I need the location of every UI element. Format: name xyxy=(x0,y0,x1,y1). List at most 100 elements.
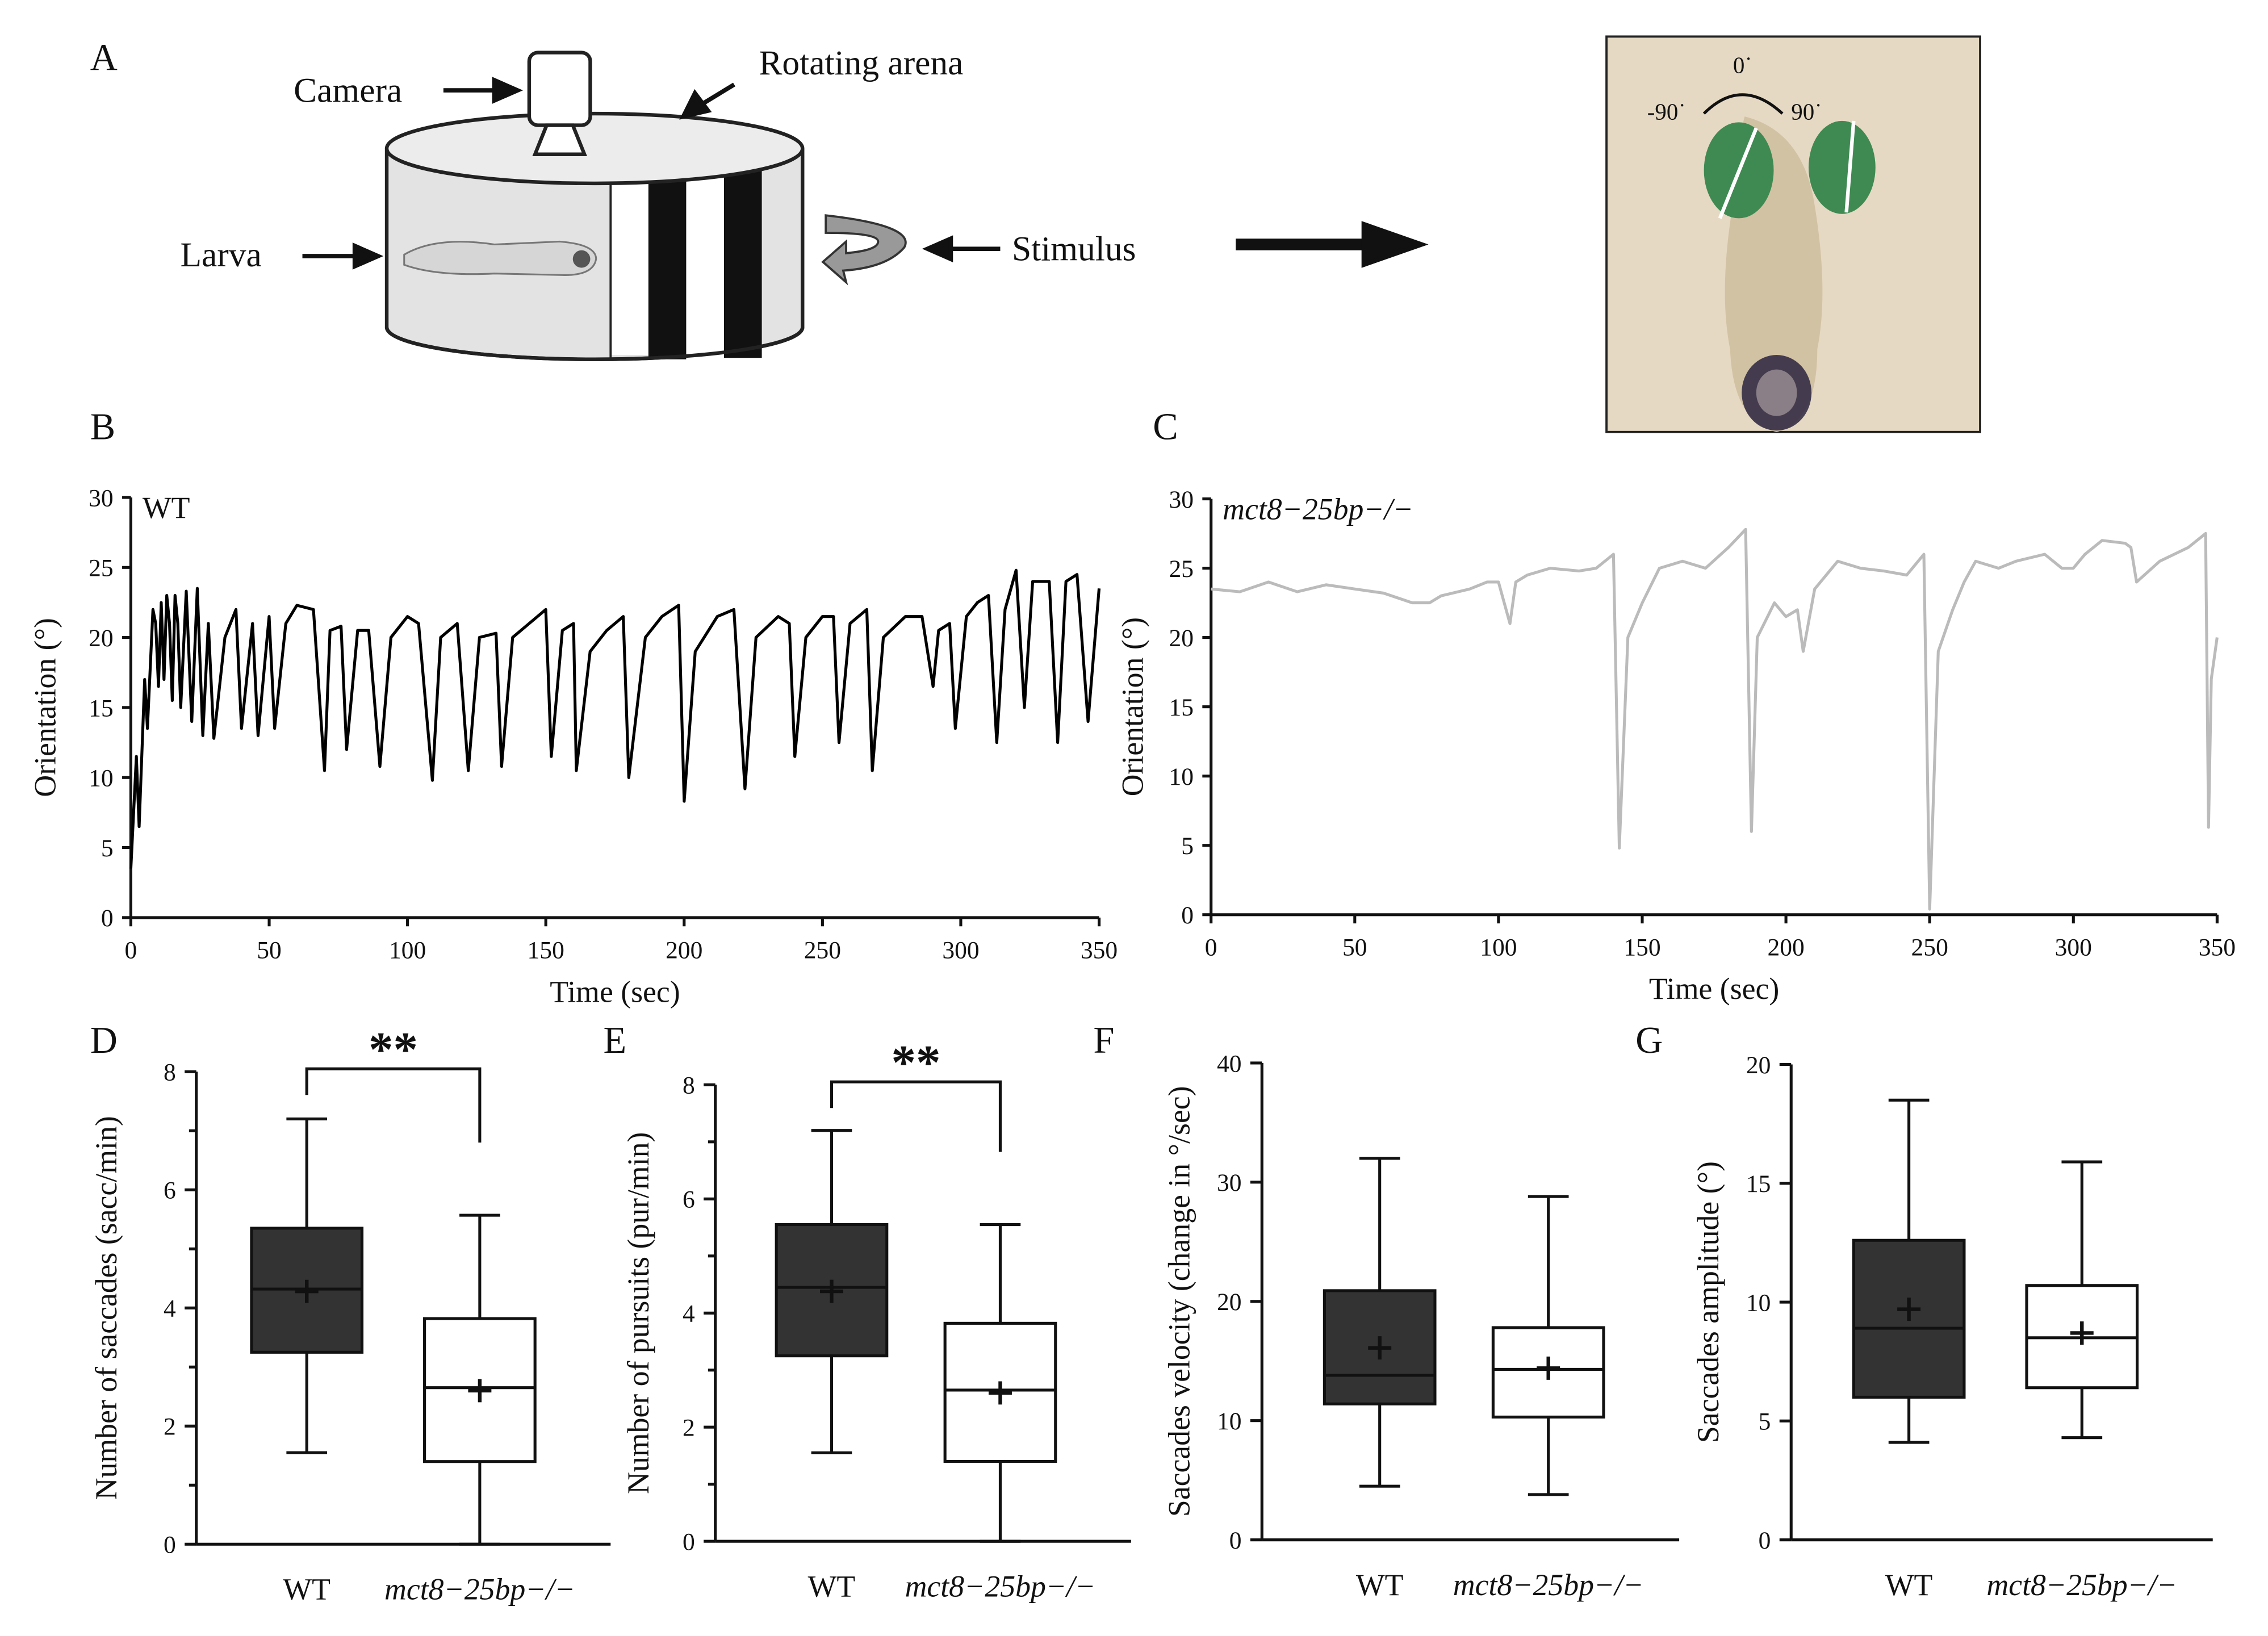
label: Rotating arena xyxy=(759,44,963,82)
stripe xyxy=(610,151,648,355)
panel-label: F xyxy=(1093,1020,1114,1061)
y-axis-label: Number of pursuits (pur/min) xyxy=(621,1132,655,1494)
x-tick-label: 150 xyxy=(528,937,564,964)
significance: ** xyxy=(369,1022,418,1077)
rotation-arrow xyxy=(821,214,907,286)
y-tick-label: 4 xyxy=(164,1295,176,1323)
camera-lens xyxy=(532,123,587,156)
mean-marker xyxy=(295,1279,319,1303)
y-tick-label: 30 xyxy=(89,484,114,512)
stripe xyxy=(648,151,687,359)
mean-marker xyxy=(819,1279,843,1303)
y-axis-label: Number of saccades (sacc/min) xyxy=(89,1116,123,1500)
label: Stimulus xyxy=(1012,230,1136,269)
y-tick-label: 0 xyxy=(1181,902,1194,929)
angle-label: 90˙ xyxy=(1791,98,1822,124)
series-line xyxy=(129,568,1101,869)
stripe xyxy=(686,151,725,359)
y-tick-label: 0 xyxy=(1759,1527,1771,1554)
y-axis-label: Saccades amplitude (°) xyxy=(1691,1161,1725,1443)
arena-bottom xyxy=(384,327,805,361)
y-tick-label: 20 xyxy=(1746,1052,1771,1079)
x-tick-label: 250 xyxy=(804,937,841,964)
y-tick-label: 30 xyxy=(1169,486,1194,513)
significance: ** xyxy=(891,1035,940,1090)
arrows xyxy=(302,77,1429,270)
series-label: mct8−25bp−/− xyxy=(1223,492,1413,526)
angle-label: -90˙ xyxy=(1647,98,1686,124)
y-tick-label: 10 xyxy=(1217,1408,1242,1435)
mean-marker xyxy=(1897,1298,1921,1321)
x-axis-label: Time (sec) xyxy=(550,974,680,1009)
angle-label: 0˙ xyxy=(1733,52,1752,78)
stripe xyxy=(724,151,762,358)
y-tick-label: 0 xyxy=(164,1532,176,1559)
camera xyxy=(527,51,592,127)
x-tick-label: WT xyxy=(808,1570,856,1604)
y-tick-label: 20 xyxy=(1217,1288,1242,1316)
y-axis-label: Saccades velocity (change in °/sec) xyxy=(1162,1086,1196,1517)
x-axis-label: Time (sec) xyxy=(1649,972,1779,1006)
panel-label: B xyxy=(90,407,115,448)
mean-marker xyxy=(1368,1336,1392,1360)
larva-eye xyxy=(572,250,591,268)
y-tick-label: 20 xyxy=(89,625,114,652)
mean-marker xyxy=(468,1379,492,1403)
y-tick-label: 2 xyxy=(164,1413,176,1441)
significance-bracket xyxy=(305,1067,482,1143)
series-label: WT xyxy=(143,491,190,525)
y-tick-label: 25 xyxy=(1169,555,1194,583)
panel-label: A xyxy=(90,37,118,78)
y-tick-label: 15 xyxy=(1746,1170,1771,1198)
eye-axis xyxy=(1844,120,1856,213)
x-tick-label: 250 xyxy=(1911,934,1948,961)
arena-top xyxy=(384,111,805,186)
significance-bracket xyxy=(830,1080,1002,1152)
x-tick-label: 0 xyxy=(125,937,137,964)
y-tick-label: 0 xyxy=(101,905,114,932)
x-tick-label: 100 xyxy=(389,937,426,964)
label: Larva xyxy=(180,236,261,274)
y-tick-label: 0 xyxy=(683,1529,695,1556)
y-tick-label: 15 xyxy=(89,694,114,722)
y-tick-label: 20 xyxy=(1169,625,1194,652)
mean-marker xyxy=(988,1381,1012,1405)
y-tick-label: 6 xyxy=(683,1186,695,1214)
y-tick-label: 4 xyxy=(683,1300,695,1328)
y-tick-label: 25 xyxy=(89,555,114,582)
y-tick-label: 0 xyxy=(1229,1527,1242,1554)
x-tick-label: mct8−25bp−/− xyxy=(1453,1568,1644,1602)
x-tick-label: 0 xyxy=(1205,934,1217,961)
x-tick-label: mct8−25bp−/− xyxy=(1986,1568,2177,1602)
y-tick-label: 10 xyxy=(1746,1289,1771,1316)
angle-arc xyxy=(1702,93,1784,115)
y-axis-label: Orientation (°) xyxy=(28,618,62,797)
x-tick-label: 50 xyxy=(1342,934,1367,961)
x-tick-label: 200 xyxy=(1767,934,1804,961)
y-tick-label: 5 xyxy=(1181,832,1194,860)
x-tick-label: 350 xyxy=(1081,937,1118,964)
panel-a: A Camera Rotating arena Larva Stimulus 0… xyxy=(90,35,1981,433)
x-tick-label: 350 xyxy=(2199,934,2236,961)
y-tick-label: 5 xyxy=(101,835,114,862)
x-tick-label: 300 xyxy=(942,937,979,964)
mean-marker xyxy=(1537,1356,1560,1380)
panel-label: C xyxy=(1153,407,1178,448)
label: Camera xyxy=(294,72,402,110)
x-tick-label: 50 xyxy=(257,937,282,964)
mean-marker xyxy=(2070,1321,2094,1345)
yolk-inner xyxy=(1756,369,1797,416)
panel-label: E xyxy=(604,1020,627,1061)
x-tick-label: WT xyxy=(283,1572,330,1606)
y-tick-label: 40 xyxy=(1217,1050,1242,1077)
x-tick-label: 100 xyxy=(1480,934,1517,961)
larva xyxy=(403,240,597,276)
x-tick-label: 300 xyxy=(2055,934,2092,961)
panel-label: D xyxy=(90,1020,118,1061)
panel-label: G xyxy=(1635,1020,1663,1061)
x-tick-label: 200 xyxy=(666,937,702,964)
y-tick-label: 5 xyxy=(1759,1408,1771,1436)
eye-axis xyxy=(1718,127,1758,219)
eye-right xyxy=(1808,120,1876,214)
